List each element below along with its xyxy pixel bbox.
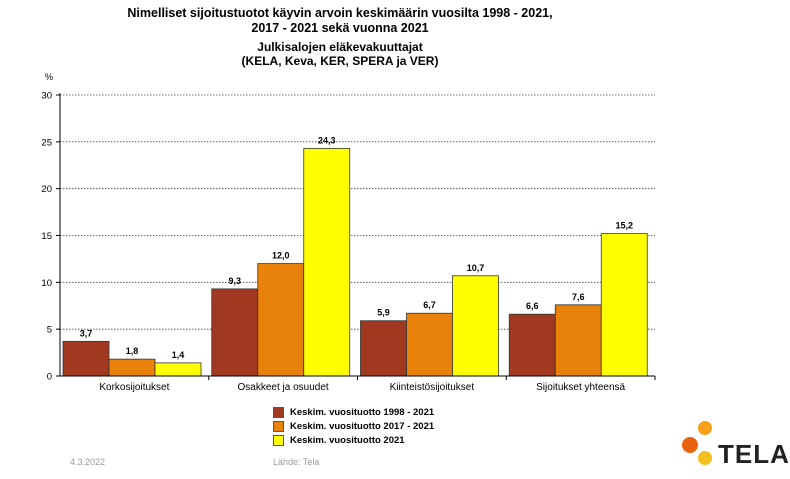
bar [554, 304, 602, 377]
chart-title-line-1: Nimelliset sijoitustuotot käyvin arvoin … [127, 6, 553, 20]
tela-logo: TELA [682, 421, 789, 471]
x-tick-label: Korkosijoitukset [99, 382, 169, 393]
footer-source: Lähde: Tela [273, 457, 320, 467]
data-label: 6,6 [526, 301, 539, 311]
footer-date: 4.3.2022 [70, 457, 106, 467]
y-tick-label: 0 [47, 372, 52, 383]
data-label: 3,7 [80, 328, 93, 338]
x-tick-label: Sijoitukset yhteensä [536, 382, 625, 393]
chart-legend: Keskim. vuosituotto 1998 - 2021 Keskim. … [273, 405, 434, 447]
bar [360, 320, 407, 377]
bar [62, 340, 110, 377]
chart-title-line-2: 2017 - 2021 sekä vuonna 2021 [251, 21, 429, 35]
legend-item: Keskim. vuosituotto 2017 - 2021 [273, 419, 434, 433]
bar [154, 362, 202, 377]
legend-label: Keskim. vuosituotto 2021 [290, 434, 405, 446]
bar [406, 312, 453, 377]
data-label: 7,6 [572, 292, 585, 302]
legend-label: Keskim. vuosituotto 1998 - 2021 [290, 406, 435, 418]
chart-subtitle-line-2: (KELA, Keva, KER, SPERA ja VER) [241, 54, 439, 68]
bar [600, 233, 648, 377]
legend-item: Keskim. vuosituotto 1998 - 2021 [273, 405, 434, 419]
legend-swatch [273, 406, 284, 418]
data-label: 9,3 [228, 276, 241, 286]
y-tick-label: 15 [41, 231, 52, 242]
bar [257, 263, 305, 377]
bar [508, 313, 556, 377]
y-tick-label: 5 [47, 325, 52, 336]
data-label: 12,0 [272, 251, 290, 261]
data-label: 5,9 [377, 308, 390, 318]
y-axis-label: % [45, 72, 53, 82]
x-tick-label: Kiinteistösijoitukset [390, 382, 475, 393]
y-tick-label: 10 [41, 278, 52, 289]
logo-dot [698, 451, 712, 465]
data-label: 24,3 [318, 135, 336, 145]
x-tick-label: Osakkeet ja osuudet [238, 382, 329, 393]
data-label: 10,7 [467, 263, 485, 273]
data-label: 6,7 [423, 300, 436, 310]
bar [108, 358, 156, 377]
y-tick-label: 25 [41, 137, 52, 148]
logo-dot [698, 421, 712, 435]
y-tick-label: 20 [41, 184, 52, 195]
logo-dot [682, 437, 698, 453]
legend-swatch [273, 434, 284, 446]
bar [303, 147, 351, 377]
chart-subtitle-line-1: Julkisalojen eläkevakuuttajat [257, 40, 423, 54]
logo-text: TELA [718, 439, 790, 469]
data-label: 1,8 [126, 346, 139, 356]
bar [452, 275, 499, 377]
data-label: 15,2 [615, 221, 633, 231]
data-label: 1,4 [172, 350, 185, 360]
legend-label: Keskim. vuosituotto 2017 - 2021 [290, 420, 435, 432]
bar [211, 288, 259, 377]
legend-item: Keskim. vuosituotto 2021 [273, 433, 434, 447]
legend-swatch [273, 420, 284, 432]
y-tick-label: 30 [41, 91, 52, 102]
